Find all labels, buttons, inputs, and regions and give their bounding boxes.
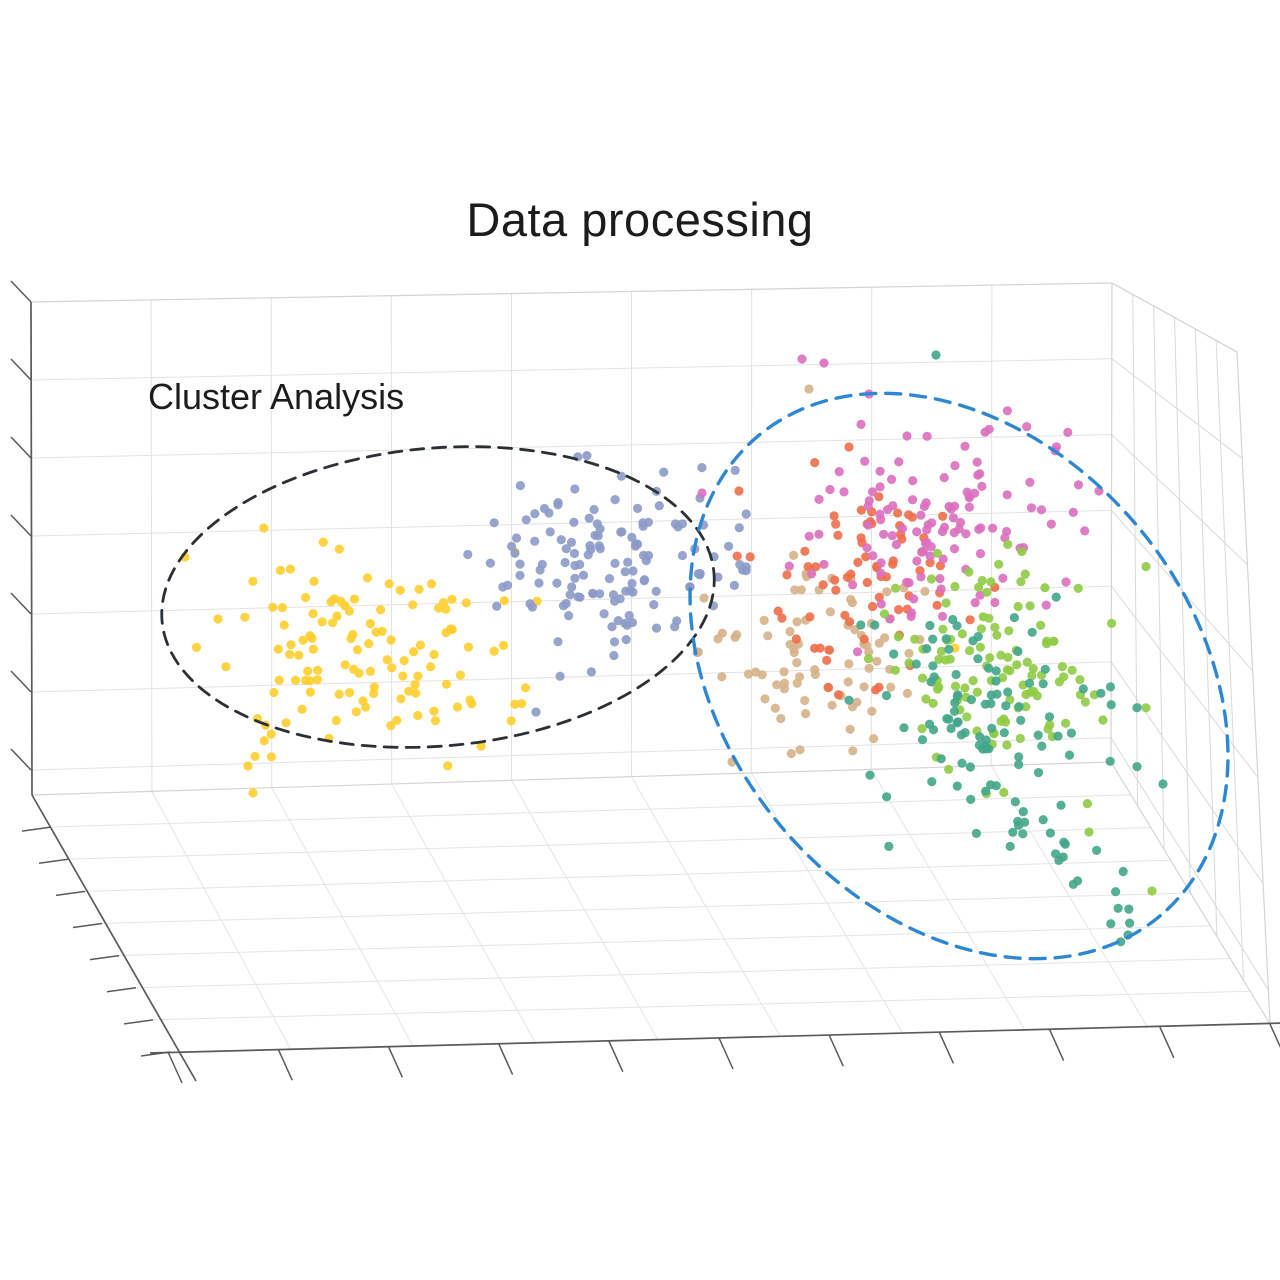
axes-and-ticks <box>10 280 1280 1084</box>
cluster-orange-points <box>732 442 1000 700</box>
blue-cluster-ellipse <box>688 391 1230 961</box>
black-cluster-ellipse <box>160 445 716 749</box>
cluster-pink-points <box>697 354 1104 657</box>
cluster-analysis-label: Cluster Analysis <box>148 376 405 417</box>
chart-title: Data processing <box>466 193 814 246</box>
cluster-yellow-points <box>180 523 960 798</box>
grid-lines <box>30 282 1271 1050</box>
cluster-periwinkle-points <box>463 451 751 717</box>
cluster-teal-points <box>844 350 1168 947</box>
